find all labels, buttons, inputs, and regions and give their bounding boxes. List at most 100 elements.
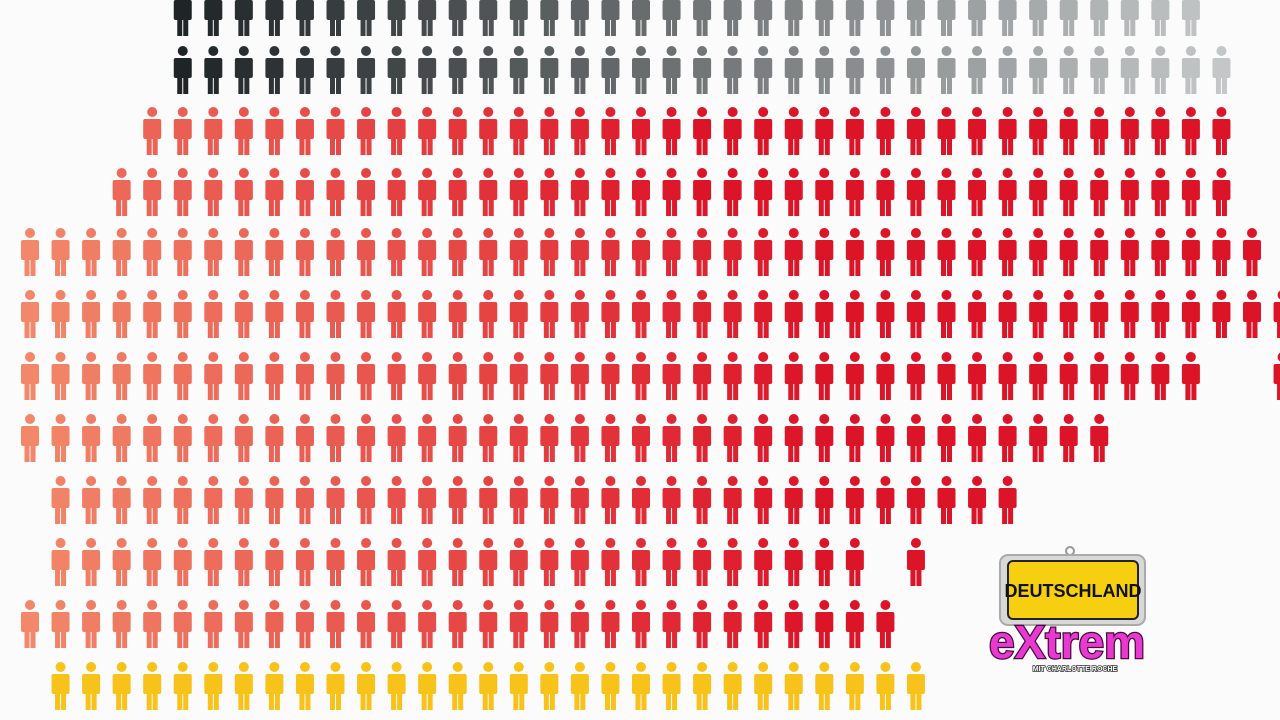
person-icon	[295, 600, 314, 648]
person-icon	[448, 476, 467, 524]
person-icon	[234, 662, 253, 710]
person-icon	[204, 107, 223, 155]
person-icon	[295, 352, 314, 400]
person-icon	[387, 107, 406, 155]
person-icon	[448, 414, 467, 462]
person-icon	[1090, 414, 1109, 462]
person-icon	[204, 476, 223, 524]
person-icon	[1029, 168, 1048, 216]
person-icon	[815, 538, 834, 586]
person-icon	[601, 662, 620, 710]
person-icon	[479, 538, 498, 586]
person-icon	[906, 290, 925, 338]
person-icon	[906, 476, 925, 524]
person-icon	[387, 538, 406, 586]
person-icon	[1059, 168, 1078, 216]
person-icon	[234, 600, 253, 648]
person-icon	[509, 538, 528, 586]
person-icon	[601, 538, 620, 586]
person-icon	[479, 414, 498, 462]
person-icon	[662, 0, 681, 36]
person-icon	[1181, 107, 1200, 155]
person-icon	[845, 476, 864, 524]
person-icon	[754, 352, 773, 400]
person-icon	[723, 476, 742, 524]
person-icon	[754, 414, 773, 462]
person-icon	[173, 476, 192, 524]
person-icon	[418, 228, 437, 276]
person-icon	[265, 662, 284, 710]
person-icon	[906, 662, 925, 710]
person-icon	[1059, 414, 1078, 462]
person-icon	[1151, 352, 1170, 400]
person-icon	[21, 352, 39, 400]
person-icon	[265, 168, 284, 216]
person-icon	[601, 107, 620, 155]
person-icon	[112, 352, 131, 400]
person-icon	[845, 228, 864, 276]
person-icon	[82, 538, 101, 586]
person-icon	[326, 290, 345, 338]
person-icon	[632, 662, 650, 710]
person-icon	[265, 352, 284, 400]
person-icon	[357, 46, 376, 94]
person-icon	[479, 476, 498, 524]
person-icon	[998, 414, 1017, 462]
person-icon	[448, 538, 467, 586]
person-icon	[143, 476, 162, 524]
person-icon	[632, 290, 650, 338]
person-icon	[784, 352, 803, 400]
person-icon	[1090, 0, 1109, 36]
person-icon	[662, 290, 681, 338]
person-icon	[234, 538, 253, 586]
person-icon	[234, 414, 253, 462]
person-icon	[234, 0, 253, 36]
person-icon	[448, 228, 467, 276]
person-icon	[723, 228, 742, 276]
person-icon	[1090, 107, 1109, 155]
person-icon	[509, 168, 528, 216]
person-icon	[479, 46, 498, 94]
person-icon	[906, 228, 925, 276]
person-icon	[570, 168, 589, 216]
person-icon	[265, 600, 284, 648]
person-icon	[662, 414, 681, 462]
person-icon	[693, 662, 712, 710]
person-icon	[662, 352, 681, 400]
person-icon	[784, 228, 803, 276]
person-icon	[937, 168, 956, 216]
person-icon	[1120, 228, 1139, 276]
person-icon	[876, 476, 895, 524]
person-icon	[784, 0, 803, 36]
person-icon	[265, 476, 284, 524]
person-icon	[448, 168, 467, 216]
person-icon	[51, 538, 70, 586]
person-icon	[173, 290, 192, 338]
person-icon	[815, 662, 834, 710]
person-icon	[479, 168, 498, 216]
person-icon	[265, 414, 284, 462]
person-icon	[357, 600, 376, 648]
logo-subtitle: MIT CHARLOTTE ROCHE	[1033, 666, 1118, 673]
person-icon	[540, 538, 559, 586]
person-icon	[265, 0, 284, 36]
person-icon	[479, 0, 498, 36]
person-icon	[509, 352, 528, 400]
person-icon	[1090, 168, 1109, 216]
person-icon	[112, 662, 131, 710]
person-icon	[448, 46, 467, 94]
person-icon	[112, 228, 131, 276]
person-icon	[601, 168, 620, 216]
person-icon	[357, 352, 376, 400]
person-icon	[295, 168, 314, 216]
person-icon	[1120, 168, 1139, 216]
person-icon	[662, 228, 681, 276]
person-icon	[509, 662, 528, 710]
person-icon	[51, 662, 70, 710]
person-icon	[1029, 414, 1048, 462]
person-icon	[876, 168, 895, 216]
person-icon	[693, 46, 712, 94]
person-icon	[1059, 0, 1078, 36]
person-icon	[418, 290, 437, 338]
person-icon	[784, 538, 803, 586]
